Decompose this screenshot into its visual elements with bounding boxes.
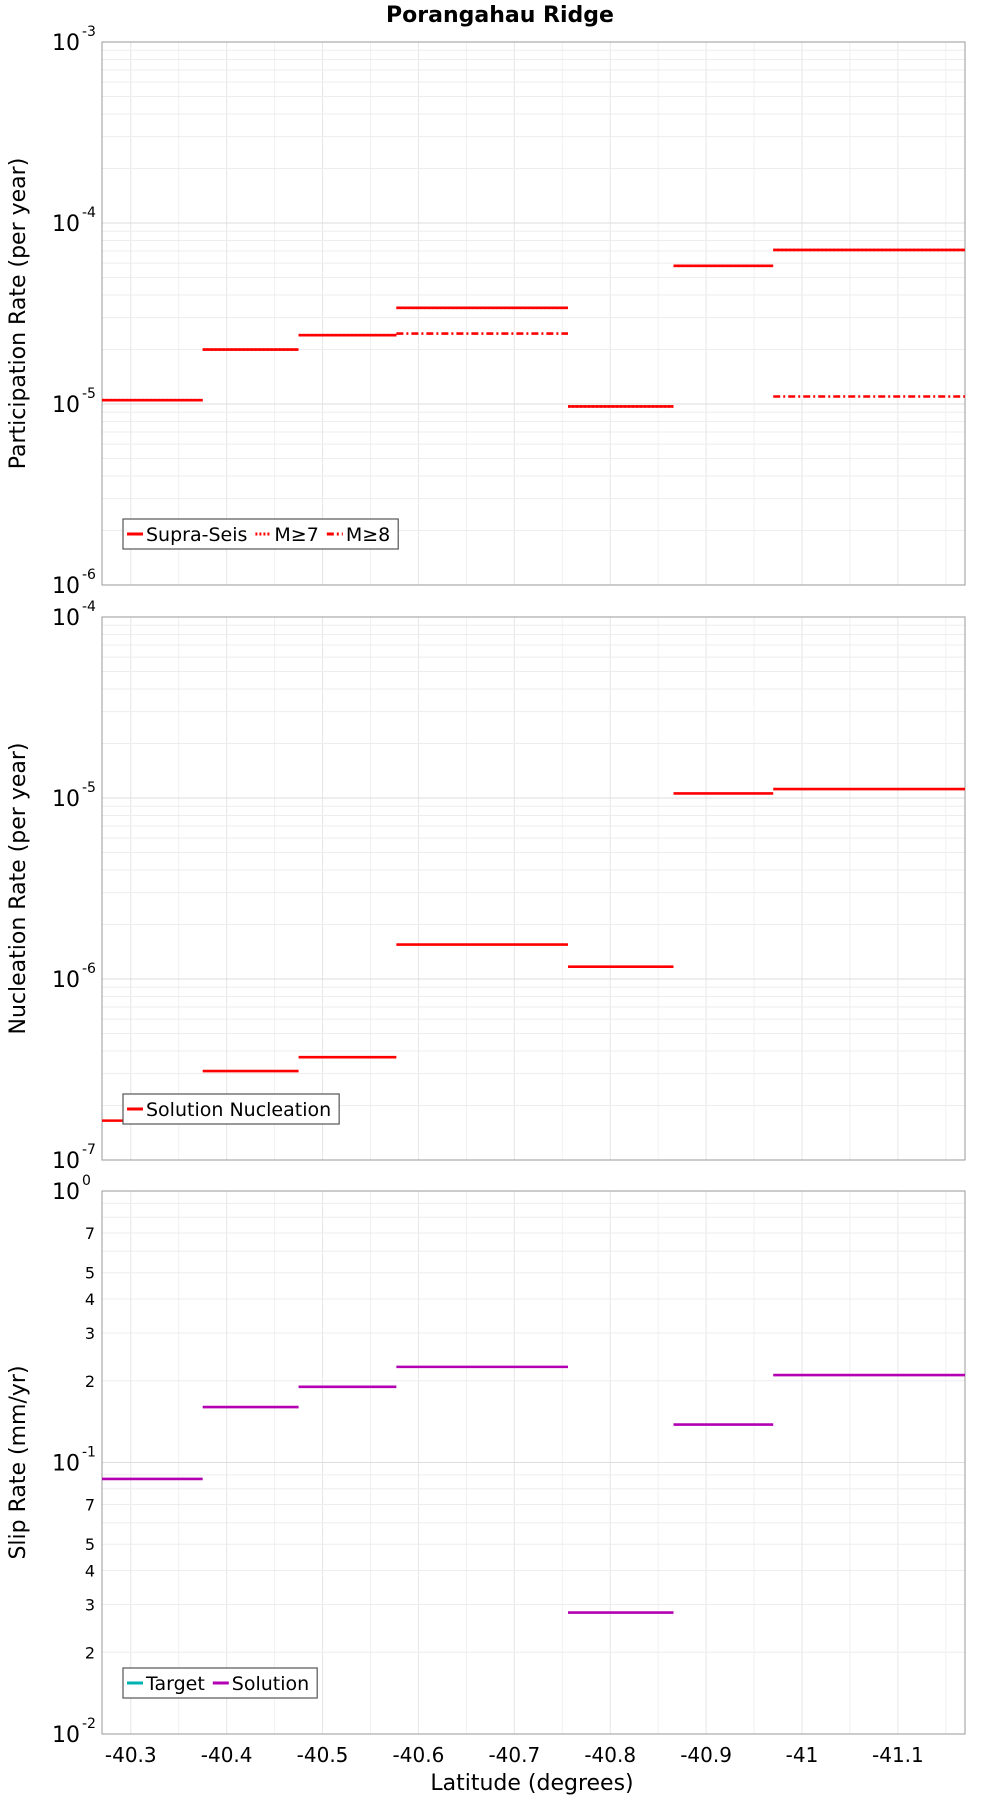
plot-frame (101, 41, 966, 586)
x-axis-label: Latitude (degrees) (430, 1771, 633, 1796)
y-minor-tick-label: 4 (85, 1290, 95, 1309)
y-axis-label: Slip Rate (mm/yr) (6, 1365, 31, 1559)
y-tick-label: 10 (52, 212, 80, 237)
legend: Supra-Seis M≥7 M≥8 (122, 518, 399, 550)
x-tick-label: -40.5 (297, 1743, 349, 1767)
y-tick-label: 10 (52, 31, 80, 56)
x-tick-label: -40.7 (488, 1743, 540, 1767)
y-tick-label: 10 (52, 1723, 80, 1748)
y-minor-tick-label: 3 (85, 1595, 95, 1614)
y-tick-exponent: 0 (82, 1173, 91, 1189)
y-minor-tick-label: 7 (85, 1224, 95, 1243)
chart-title: Porangahau Ridge (386, 3, 614, 28)
y-axis-label: Participation Rate (per year) (6, 158, 31, 470)
legend-label: M≥8 (346, 524, 390, 546)
legend-label: M≥7 (274, 524, 318, 546)
x-tick-label: -40.4 (201, 1743, 253, 1767)
y-tick-exponent: -5 (82, 780, 96, 796)
y-tick-label: 10 (52, 1452, 80, 1477)
y-tick-label: 10 (52, 1180, 80, 1205)
x-tick-label: -40.3 (105, 1743, 157, 1767)
y-minor-tick-label: 5 (85, 1264, 95, 1283)
x-tick-label: -40.8 (584, 1743, 636, 1767)
legend: Solution Nucleation (122, 1093, 340, 1125)
y-tick-label: 10 (52, 574, 80, 599)
legend-box (122, 518, 399, 550)
legend-label: Solution (232, 1673, 309, 1695)
y-tick-label: 10 (52, 787, 80, 812)
y-minor-tick-label: 3 (85, 1324, 95, 1343)
y-tick-exponent: -2 (82, 1716, 96, 1732)
legend: Target Solution (122, 1667, 318, 1699)
y-tick-exponent: -1 (82, 1445, 96, 1461)
y-tick-exponent: -4 (82, 599, 96, 615)
y-tick-label: 10 (52, 393, 80, 418)
y-minor-tick-label: 2 (85, 1643, 95, 1662)
y-tick-exponent: -5 (82, 386, 96, 402)
legend-label: Supra-Seis (146, 524, 247, 546)
y-tick-exponent: -6 (82, 961, 96, 977)
y-minor-tick-label: 2 (85, 1372, 95, 1391)
legend-label: Solution Nucleation (146, 1099, 331, 1121)
y-minor-tick-label: 5 (85, 1535, 95, 1554)
x-tick-label: -40.9 (680, 1743, 732, 1767)
plot-frame (101, 1190, 966, 1735)
y-tick-exponent: -4 (82, 205, 96, 221)
y-tick-label: 10 (52, 968, 80, 993)
legend-label: Target (145, 1673, 205, 1695)
legend-box (122, 1093, 340, 1125)
y-axis-label: Nucleation Rate (per year) (6, 743, 31, 1035)
y-tick-exponent: -3 (82, 24, 96, 40)
x-tick-label: -40.6 (393, 1743, 445, 1767)
x-tick-label: -41 (786, 1743, 819, 1767)
x-tick-label: -41.1 (872, 1743, 924, 1767)
y-minor-tick-label: 4 (85, 1562, 95, 1581)
y-tick-label: 10 (52, 606, 80, 631)
y-tick-exponent: -6 (82, 567, 96, 583)
y-minor-tick-label: 7 (85, 1496, 95, 1515)
y-tick-label: 10 (52, 1149, 80, 1174)
y-tick-exponent: -7 (82, 1142, 96, 1158)
plot-frame (101, 616, 966, 1161)
